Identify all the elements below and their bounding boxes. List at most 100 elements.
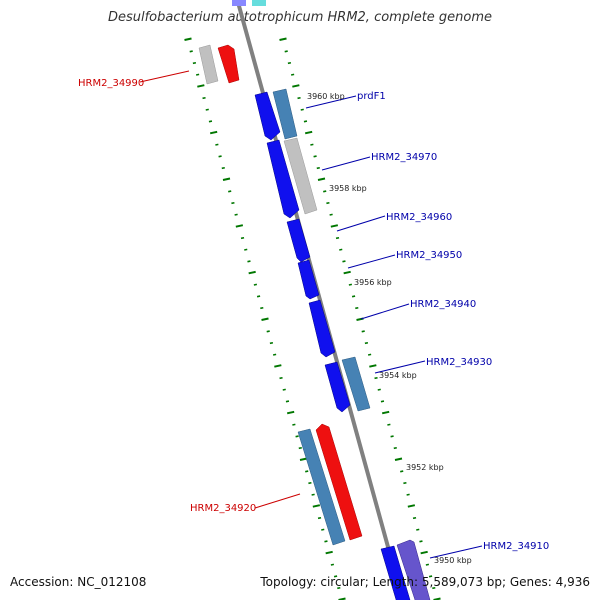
gene-hrm2-34960[interactable] <box>286 218 311 263</box>
inner-scale-tick <box>329 213 333 216</box>
outer-scale-tick <box>282 388 286 391</box>
genome-summary-text: Topology: circular; Length: 5,589,073 bp… <box>260 575 590 589</box>
outer-scale-tick <box>279 376 283 380</box>
outer-scale-tick <box>208 120 213 123</box>
gene-label[interactable]: HRM2_34940 <box>410 299 476 310</box>
outer-scale-tick <box>195 73 200 76</box>
gene-label[interactable]: HRM2_34930 <box>426 357 492 368</box>
connector-hrm2-34940 <box>360 303 410 320</box>
inner-scale-tick <box>316 166 320 170</box>
inner-scale-tick <box>420 550 428 555</box>
gene-hrm2-34950[interactable] <box>297 259 320 300</box>
gene-hrm2-34930-1[interactable] <box>324 361 351 413</box>
connector-hrm2-34920 <box>254 493 301 509</box>
outer-scale-tick <box>274 364 282 368</box>
outer-scale-tick <box>261 317 269 321</box>
outer-scale-tick <box>324 540 328 543</box>
gene-prdf1-1[interactable] <box>254 91 281 141</box>
outer-scale-tick <box>285 400 290 403</box>
gene-hrm2-34920-steel[interactable] <box>297 428 346 546</box>
inner-scale-tick <box>313 155 317 158</box>
gene-label[interactable]: HRM2_34950 <box>396 250 462 261</box>
gene-hrm2-34930-2[interactable] <box>341 356 371 412</box>
gene-label[interactable]: HRM2_34970 <box>371 152 437 163</box>
connector-hrm2-34930 <box>374 360 426 374</box>
outer-scale-tick <box>247 260 251 263</box>
gene-label[interactable]: HRM2_34920 <box>190 503 256 514</box>
inner-scale-tick <box>317 177 326 181</box>
outer-scale-tick <box>266 330 270 333</box>
gene-prdf1-2[interactable] <box>272 88 298 140</box>
outer-scale-tick <box>202 96 206 100</box>
outer-scale-tick <box>305 470 309 473</box>
inner-scale-tick <box>323 190 327 193</box>
gene-hrm2-34990-grey[interactable] <box>198 44 219 85</box>
inner-scale-tick <box>292 84 300 88</box>
inner-scale-tick <box>330 224 339 228</box>
inner-scale-tick <box>335 236 340 240</box>
inner-scale-tick <box>342 260 346 263</box>
outer-scale-tick <box>209 130 218 135</box>
outer-scale-tick <box>317 516 322 520</box>
inner-scale-tick <box>287 61 292 65</box>
gene-top-fragment-1 <box>232 0 246 6</box>
gene-hrm2-34910-2[interactable] <box>396 539 431 600</box>
gene-label[interactable]: HRM2_34960 <box>386 212 452 223</box>
outer-scale-tick <box>218 155 222 158</box>
inner-scale-tick <box>303 120 308 123</box>
inner-scale-tick <box>394 457 403 461</box>
scale-label: 3956 kbp <box>354 278 392 287</box>
inner-scale-tick <box>339 248 343 251</box>
gene-label[interactable]: HRM2_34990 <box>78 78 144 89</box>
outer-scale-tick <box>192 61 197 65</box>
connector-hrm2-34950 <box>347 254 396 269</box>
connector-hrm2-34970 <box>321 156 371 171</box>
inner-scale-tick <box>390 435 394 438</box>
inner-scale-tick <box>400 470 404 473</box>
inner-scale-tick <box>412 516 417 520</box>
outer-scale-tick <box>205 108 209 111</box>
inner-scale-tick <box>425 563 430 566</box>
inner-scale-tick <box>351 295 356 298</box>
gene-hrm2-34990[interactable] <box>217 44 240 84</box>
inner-scale-tick <box>290 73 295 76</box>
inner-scale-tick <box>279 37 287 41</box>
gene-hrm2-34970-1[interactable] <box>266 139 300 219</box>
gene-hrm2-34920[interactable] <box>315 423 363 541</box>
outer-scale-tick <box>325 550 333 555</box>
inner-scale-tick <box>387 423 391 426</box>
outer-scale-tick <box>253 283 258 286</box>
outer-scale-tick <box>308 481 312 485</box>
outer-scale-tick <box>256 295 261 298</box>
inner-scale-tick <box>343 270 351 275</box>
outer-scale-tick <box>330 563 335 566</box>
inner-scale-tick <box>326 201 330 205</box>
outer-scale-tick <box>295 435 299 438</box>
outer-scale-tick <box>333 575 338 578</box>
inner-scale-tick <box>377 388 381 391</box>
gene-hrm2-34940[interactable] <box>308 299 336 358</box>
inner-scale-tick <box>407 504 416 508</box>
outer-scale-tick <box>272 353 277 356</box>
inner-scale-tick <box>361 330 365 333</box>
gene-top-fragment-2 <box>252 0 266 6</box>
outer-scale-tick <box>221 166 225 170</box>
inner-scale-tick <box>348 283 353 286</box>
outer-scale-tick <box>235 224 244 228</box>
gene-hrm2-34970-2[interactable] <box>283 137 318 215</box>
gene-label[interactable]: prdF1 <box>357 91 386 102</box>
scale-label: 3950 kbp <box>434 556 472 565</box>
connector-hrm2-34910 <box>429 545 483 559</box>
outer-scale-tick <box>312 504 321 508</box>
inner-scale-tick <box>374 376 378 380</box>
connector-prdf1 <box>305 95 357 109</box>
inner-scale-tick <box>432 586 436 590</box>
outer-scale-tick <box>222 177 231 181</box>
connector-hrm2-34960 <box>336 215 386 232</box>
outer-scale-tick <box>215 143 219 146</box>
outer-scale-tick <box>234 213 238 216</box>
gene-hrm2-34910-1[interactable] <box>380 545 411 600</box>
gene-label[interactable]: HRM2_34910 <box>483 541 549 552</box>
outer-scale-tick <box>298 446 302 450</box>
